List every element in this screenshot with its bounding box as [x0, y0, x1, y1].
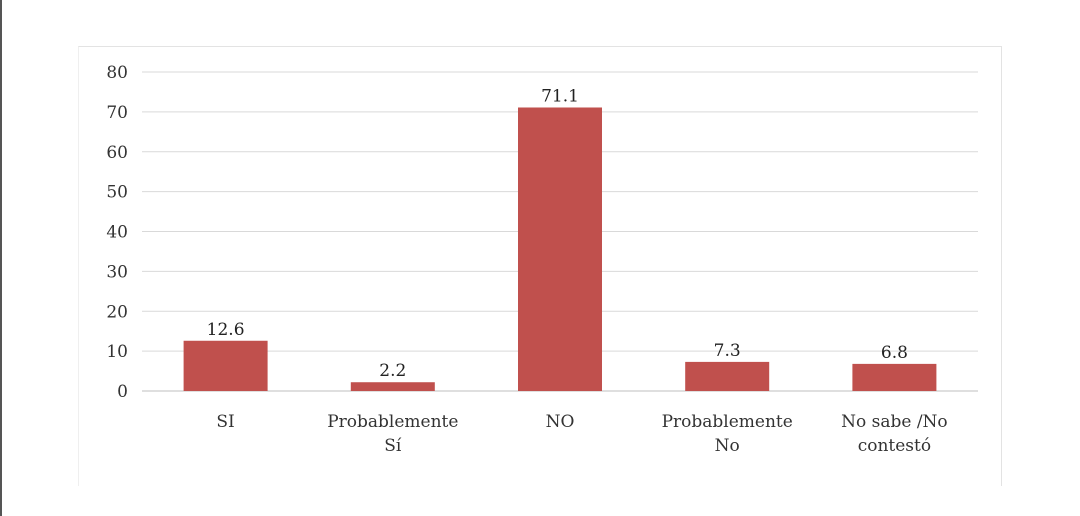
y-tick-label: 30 [106, 262, 128, 282]
data-label: 12.6 [207, 320, 245, 340]
y-tick-label: 60 [106, 143, 128, 163]
data-label: 71.1 [541, 86, 579, 106]
bar [852, 363, 937, 391]
category-label: contestó [858, 436, 931, 456]
data-label: 7.3 [714, 341, 741, 361]
y-tick-label: 70 [106, 103, 128, 123]
category-label: No [715, 436, 740, 456]
data-label: 2.2 [379, 361, 406, 381]
y-tick-label: 10 [106, 342, 128, 362]
category-label: Probablemente [327, 412, 458, 432]
left-edge-line [0, 0, 2, 516]
bar [350, 382, 435, 391]
bar [518, 107, 602, 392]
data-label: 6.8 [881, 343, 908, 363]
category-label: SI [216, 412, 234, 432]
y-tick-label: 0 [117, 382, 128, 402]
y-tick-label: 20 [106, 302, 128, 322]
category-label: Sí [384, 436, 402, 456]
bar [183, 340, 268, 391]
category-label: Probablemente [662, 412, 793, 432]
y-tick-label: 40 [106, 223, 128, 243]
y-tick-label: 80 [106, 63, 128, 83]
category-label: NO [546, 412, 575, 432]
bar [685, 361, 770, 391]
category-label: No sabe /No [841, 412, 948, 432]
y-tick-label: 50 [106, 183, 128, 203]
